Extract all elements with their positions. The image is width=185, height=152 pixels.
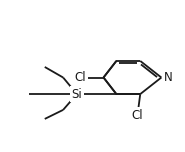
Text: Cl: Cl — [132, 109, 143, 122]
Text: N: N — [164, 71, 172, 84]
Text: Si: Si — [72, 88, 82, 101]
Text: Cl: Cl — [75, 71, 86, 84]
